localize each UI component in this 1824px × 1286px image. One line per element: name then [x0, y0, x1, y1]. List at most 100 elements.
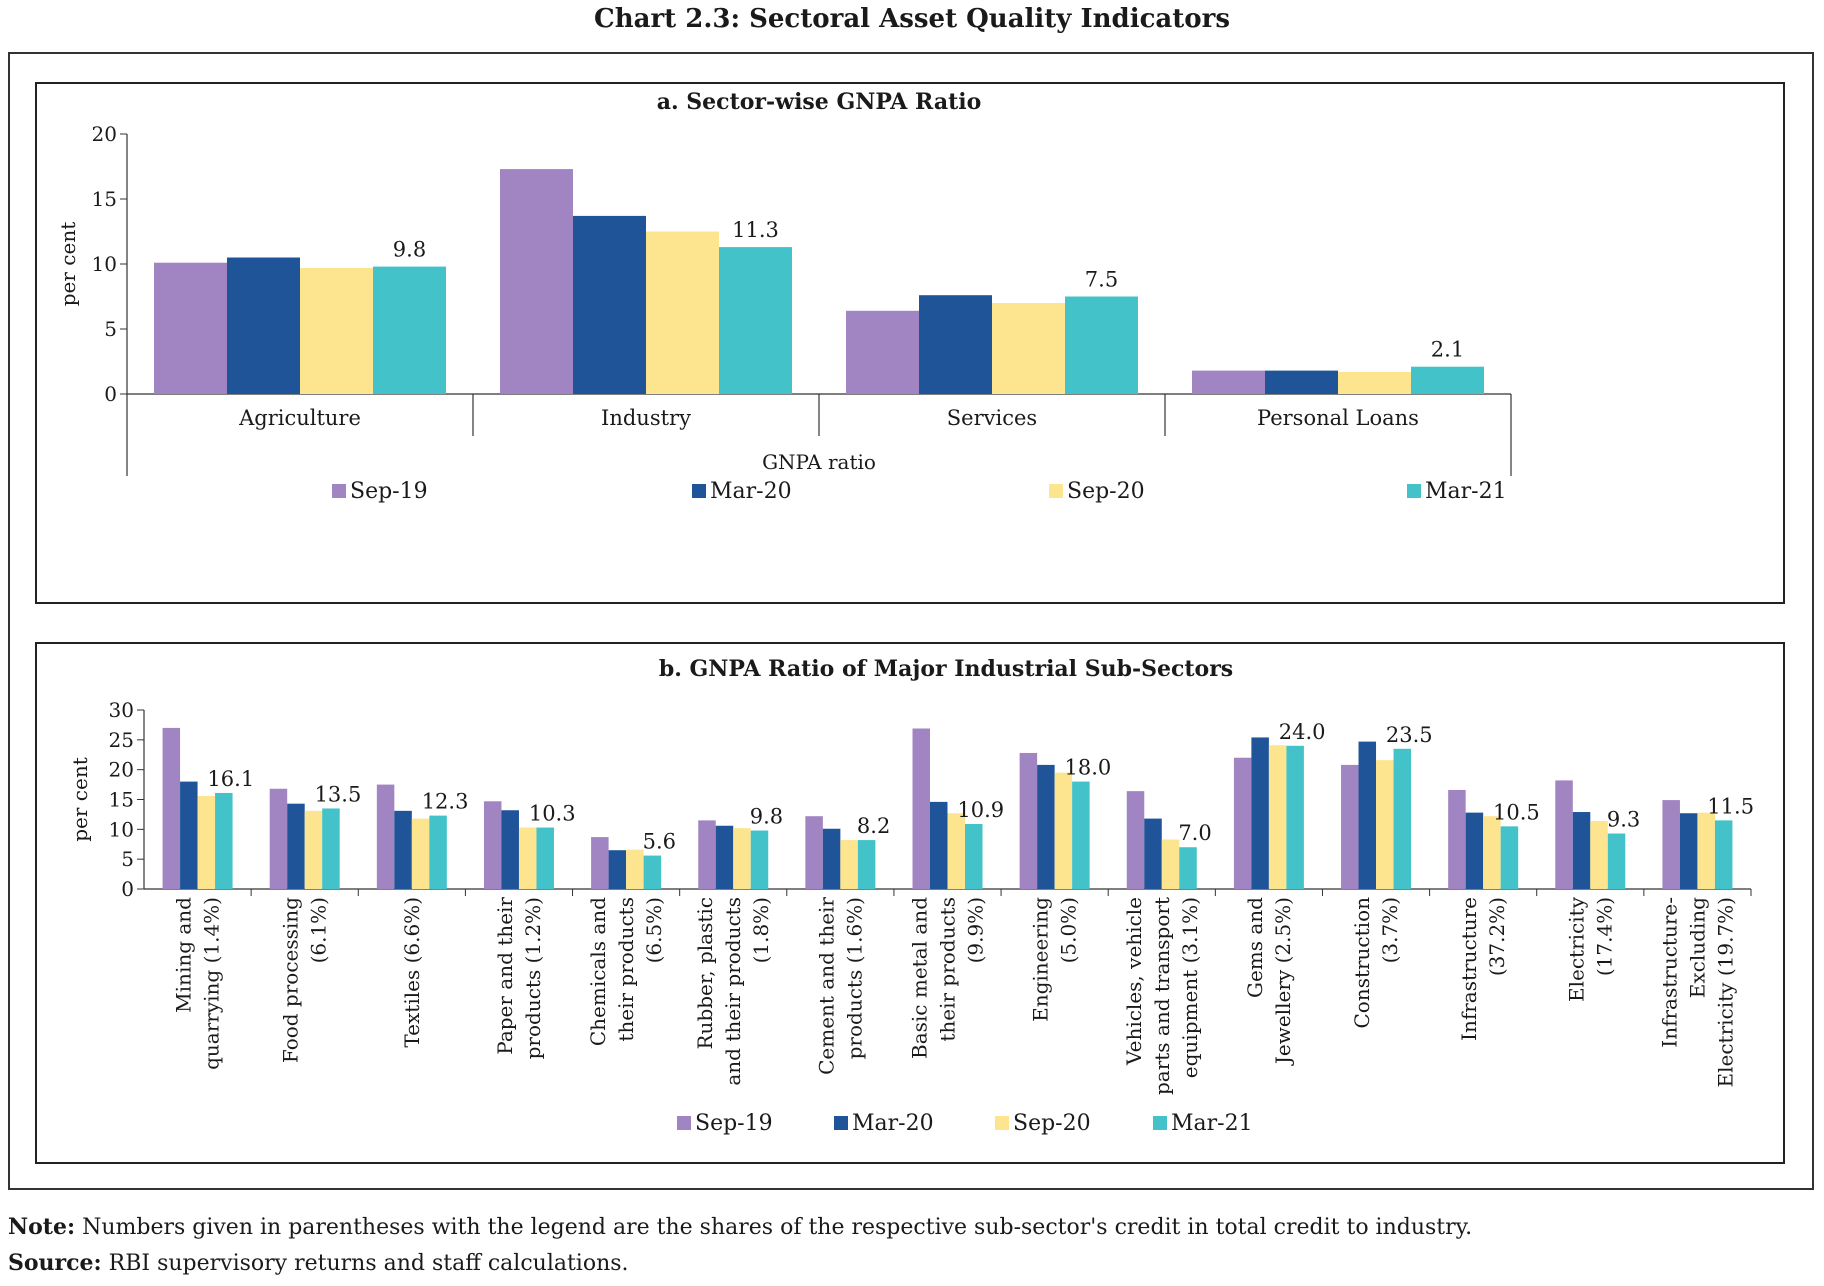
chart-b-category-label: Engineering: [1029, 897, 1053, 1022]
chart-b-data-label: 9.3: [1607, 808, 1640, 832]
chart-b-bar-basic-metal-and-their-products-9-9-sep-20: [947, 813, 965, 889]
chart-b-category-label: (17.4%): [1592, 897, 1616, 976]
chart-b-bar-cement-and-their-products-1-6-mar-20: [822, 828, 841, 889]
chart-b-legend-swatch: [834, 1116, 848, 1130]
chart-b-category-label: Vehicles, vehicle: [1122, 897, 1146, 1066]
chart-b-category-label: (37.2%): [1485, 897, 1509, 976]
chart-b-bar-chemicals-and-their-products-6-5-sep-19: [591, 837, 609, 889]
chart-b-bar-food-processing-6-1-mar-21: [322, 808, 340, 889]
source-text: RBI supervisory returns and staff calcul…: [108, 1251, 629, 1276]
chart-b-ytick-label: 5: [121, 847, 134, 871]
chart-a-data-label: 2.1: [1431, 338, 1464, 362]
chart-b-bar-construction-3-7-sep-19: [1341, 764, 1359, 889]
chart-b-category-label: Paper and their: [493, 897, 517, 1055]
chart-b-ytick-label: 20: [109, 758, 134, 782]
chart-a-bar-services-sep-19: [846, 310, 919, 394]
chart-b-bar-food-processing-6-1-sep-20: [304, 810, 323, 889]
chart-a-ytick-label: 0: [104, 382, 117, 406]
chart-b-bar-chemicals-and-their-products-6-5-sep-20: [626, 849, 644, 889]
chart-b-bar-infrastructure-excluding-electricity-19-7-sep-19: [1662, 800, 1680, 889]
chart-b-data-label: 10.5: [1493, 800, 1540, 824]
chart-b-ytick-label: 25: [109, 728, 134, 752]
chart-b-data-label: 13.5: [315, 782, 362, 806]
chart-b-legend-swatch: [677, 1116, 691, 1130]
chart-a-data-label: 9.8: [393, 238, 426, 262]
chart-b-bar-rubber-plastic-and-their-products-1-8-sep-19: [698, 820, 716, 889]
chart-b-category-label: Electricity (19.7%): [1713, 897, 1737, 1087]
chart-b-data-label: 7.0: [1178, 821, 1211, 845]
chart-b-bar-infrastructure-excluding-electricity-19-7-mar-20: [1679, 813, 1698, 889]
chart-b-category-label: (6.1%): [307, 897, 331, 963]
chart-a-category-label: Industry: [601, 406, 691, 430]
chart-a-category-label: Services: [947, 406, 1037, 430]
chart-a-legend-swatch: [332, 484, 346, 498]
chart-a-bar-industry-mar-20: [573, 215, 646, 394]
chart-b-ytick-label: 0: [121, 877, 134, 901]
chart-a-bar-personal-loans-sep-19: [1192, 370, 1265, 394]
chart-b-bar-mining-and-quarrying-1-4-mar-21: [215, 792, 233, 889]
chart-a-data-label: 7.5: [1085, 268, 1118, 292]
chart-b-ytick-label: 30: [109, 698, 134, 722]
source-label: Source:: [8, 1250, 102, 1276]
chart-b-bar-basic-metal-and-their-products-9-9-mar-21: [965, 823, 983, 889]
chart-b-category-label: Infrastructure: [1457, 897, 1481, 1041]
chart-a-bar-agriculture-mar-20: [227, 257, 300, 394]
chart-b-bar-rubber-plastic-and-their-products-1-8-mar-20: [715, 825, 734, 889]
chart-a-legend-label: Mar-21: [1425, 479, 1507, 504]
chart-b-legend-swatch: [1153, 1116, 1167, 1130]
note-label: Note:: [8, 1214, 76, 1240]
chart-b-bar-textiles-6-6-mar-20: [394, 810, 412, 889]
chart-b-bar-infrastructure-37-2-sep-20: [1483, 816, 1501, 889]
chart-b-bar-paper-and-their-products-1-2-mar-21: [536, 827, 554, 889]
chart-a-legend-label: Sep-19: [350, 479, 428, 504]
chart-b-category-label: Cement and their: [814, 897, 838, 1075]
chart-b-title: b. GNPA Ratio of Major Industrial Sub-Se…: [659, 656, 1233, 682]
chart-b-data-label: 11.5: [1707, 794, 1754, 818]
chart-a-xlabel: GNPA ratio: [762, 450, 876, 474]
chart-b-bar-vehicles-vehicle-parts-and-transport-equipment-3-1-sep-19: [1126, 791, 1145, 889]
chart-a-bar-industry-sep-20: [646, 231, 719, 394]
chart-b-data-label: 16.1: [207, 767, 254, 791]
chart-a-bar-personal-loans-mar-21: [1411, 366, 1484, 394]
panel-a: a. Sector-wise GNPA Ratio per cent 0 5 10 15 2…: [35, 82, 1785, 604]
chart-a-legend-swatch: [1049, 484, 1063, 498]
chart-b-bar-mining-and-quarrying-1-4-sep-19: [162, 727, 181, 889]
chart-b-data-label: 10.9: [957, 798, 1004, 822]
chart-a-ylabel: per cent: [56, 222, 80, 307]
chart-b-bar-infrastructure-excluding-electricity-19-7-sep-20: [1697, 812, 1715, 889]
chart-b-bar-textiles-6-6-sep-19: [376, 784, 395, 889]
chart-b-bar-gems-and-jewellery-2-5-mar-20: [1251, 737, 1269, 889]
chart-a-ytick-label: 15: [92, 187, 117, 211]
chart-a-legend-label: Mar-20: [710, 479, 792, 504]
chart-a-ytick-label: 20: [92, 122, 117, 146]
chart-b-data-label: 10.3: [529, 802, 576, 826]
chart-b-bar-gems-and-jewellery-2-5-sep-19: [1233, 757, 1252, 889]
chart-b-category-label: (5.0%): [1057, 897, 1081, 963]
chart-a-bar-services-mar-21: [1065, 296, 1138, 394]
chart-b-data-label: 12.3: [422, 790, 469, 814]
chart-b-legend-label: Mar-21: [1171, 1111, 1253, 1136]
chart-b-legend-label: Mar-20: [852, 1111, 934, 1136]
note-text: Numbers given in parentheses with the le…: [82, 1215, 1473, 1240]
chart-b-bar-cement-and-their-products-1-6-mar-21: [857, 840, 876, 889]
chart-a-legend-swatch: [692, 484, 706, 498]
chart-b-bar-electricity-17-4-mar-21: [1607, 833, 1626, 889]
chart-b-bar-electricity-17-4-sep-20: [1590, 820, 1608, 889]
chart-b-category-label: Infrastructure-: [1657, 897, 1681, 1048]
chart-b-bar-textiles-6-6-sep-20: [411, 818, 430, 889]
chart-b-bar-cement-and-their-products-1-6-sep-19: [805, 816, 823, 889]
chart-b-category-label: Textiles (6.6%): [400, 897, 424, 1048]
chart-b-category-label: Rubber, plastic: [693, 897, 717, 1049]
chart-b-bar-engineering-5-0-mar-20: [1037, 764, 1055, 889]
chart-b-data-label: 24.0: [1279, 720, 1326, 744]
chart-b-bar-chemicals-and-their-products-6-5-mar-21: [643, 855, 662, 889]
chart-b-bar-chemicals-and-their-products-6-5-mar-20: [608, 850, 627, 889]
chart-b-bar-infrastructure-37-2-mar-21: [1500, 826, 1519, 889]
chart-b-bar-engineering-5-0-mar-21: [1072, 781, 1090, 889]
chart-a-svg: a. Sector-wise GNPA Ratio per cent 0 5 10 15 2…: [56, 89, 1512, 504]
chart-b-bar-cement-and-their-products-1-6-sep-20: [840, 840, 858, 889]
chart-b-bar-basic-metal-and-their-products-9-9-sep-19: [912, 728, 930, 889]
chart-b-category-label: Gems and: [1243, 897, 1267, 998]
chart-a-ytick-label: 5: [104, 317, 117, 341]
chart-b-bar-vehicles-vehicle-parts-and-transport-equipment-3-1-mar-20: [1144, 818, 1162, 889]
